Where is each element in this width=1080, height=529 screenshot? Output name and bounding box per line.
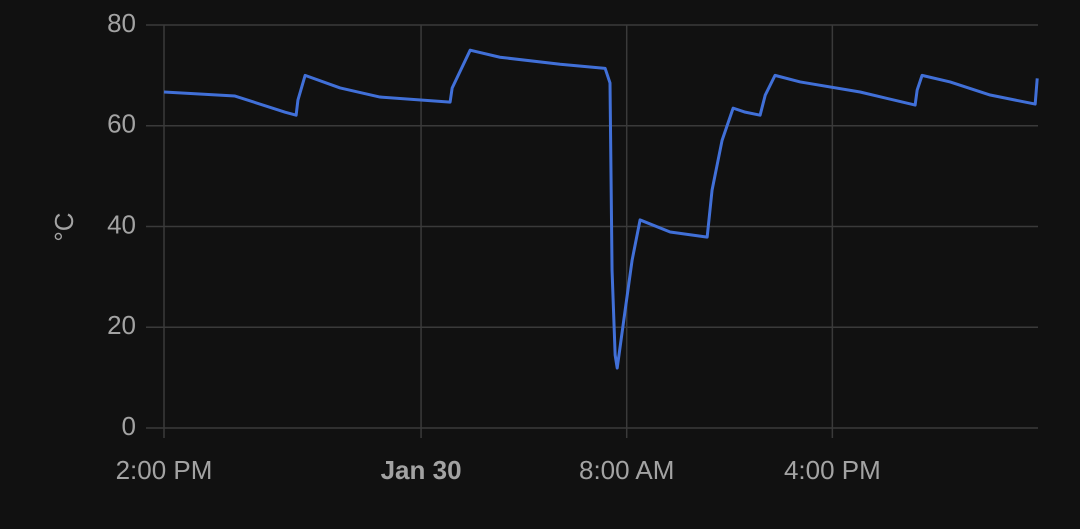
y-axis-label: °C (49, 212, 79, 241)
x-tick-label: 8:00 AM (579, 455, 674, 485)
y-tick-label: 20 (107, 310, 136, 340)
data-line (163, 48, 1039, 370)
y-tick-label: 40 (107, 209, 136, 239)
y-tick-label: 0 (122, 411, 136, 441)
x-tick-label: Jan 30 (381, 455, 462, 485)
y-tick-label: 80 (107, 8, 136, 38)
x-tick-label: 4:00 PM (784, 455, 881, 485)
x-tick-label: 2:00 PM (116, 455, 213, 485)
y-tick-label: 60 (107, 109, 136, 139)
